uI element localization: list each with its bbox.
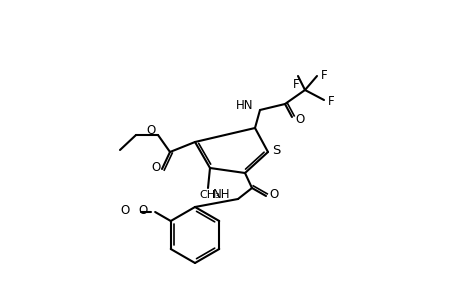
Text: F: F [292,77,299,91]
Text: O: O [151,160,160,173]
Text: F: F [327,94,334,107]
Text: CH₃: CH₃ [199,190,220,200]
Text: NH: NH [212,188,230,202]
Text: O: O [120,203,129,217]
Text: O: O [146,124,155,136]
Text: O: O [295,112,304,125]
Text: O: O [138,203,147,217]
Text: F: F [320,68,327,82]
Text: O: O [269,188,278,202]
Text: HN: HN [235,98,252,112]
Text: S: S [271,143,280,157]
